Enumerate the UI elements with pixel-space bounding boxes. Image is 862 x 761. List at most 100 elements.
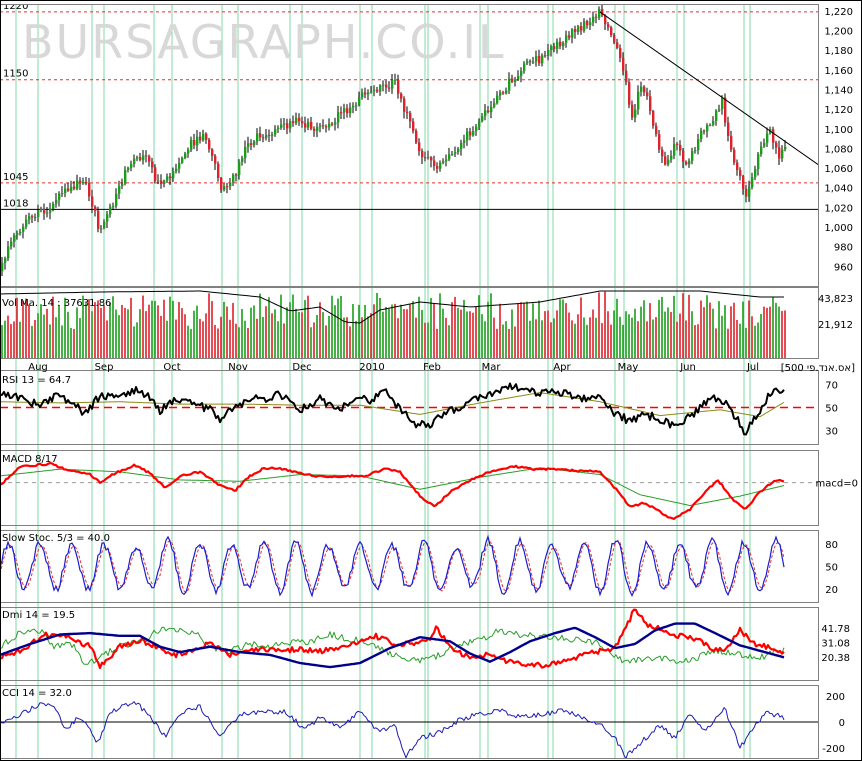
candle-body bbox=[370, 90, 373, 93]
volume-tick-label: 43,823 bbox=[818, 294, 853, 305]
candle-body bbox=[562, 42, 565, 47]
candle-body bbox=[76, 180, 79, 189]
volume-bar bbox=[517, 303, 519, 359]
candle-body bbox=[94, 206, 97, 211]
candle-body bbox=[139, 157, 142, 161]
volume-bar bbox=[445, 317, 447, 359]
candle-body bbox=[754, 169, 757, 178]
volume-bar bbox=[226, 306, 228, 359]
price-tick-label: 1,000 bbox=[824, 223, 853, 234]
volume-bar bbox=[160, 316, 162, 359]
volume-bar bbox=[373, 304, 375, 359]
panel-labels: 1,220 1,200 1,180 1,160 1,140 1,120 1,100 1,080… bbox=[2, 7, 858, 755]
candle-body bbox=[31, 216, 34, 218]
candle-body bbox=[385, 84, 388, 88]
candle-body bbox=[535, 55, 538, 62]
candle-body bbox=[331, 123, 334, 125]
candle-body bbox=[559, 41, 562, 47]
candle-body bbox=[253, 141, 256, 145]
volume-bar bbox=[601, 323, 603, 359]
candle-body bbox=[355, 105, 358, 107]
volume-bar bbox=[274, 309, 276, 359]
candle-body bbox=[727, 122, 730, 137]
volume-bar bbox=[496, 328, 498, 359]
candle-body bbox=[760, 146, 763, 155]
cci-line bbox=[0, 701, 785, 759]
volume-bar bbox=[172, 300, 174, 359]
x-axis-label: Jun bbox=[679, 362, 696, 373]
volume-bar bbox=[652, 319, 654, 359]
candle-body bbox=[484, 110, 487, 117]
vertical-grid bbox=[15, 4, 751, 759]
volume-bar bbox=[115, 309, 117, 359]
candle-body bbox=[664, 156, 667, 165]
volume-bar bbox=[544, 311, 546, 359]
candle-body bbox=[724, 97, 727, 123]
volume-bar bbox=[61, 325, 63, 359]
volume-bar bbox=[658, 299, 660, 359]
volume-bar bbox=[484, 321, 486, 359]
volume-bar bbox=[463, 299, 465, 359]
volume-bar bbox=[577, 314, 579, 359]
candle-body bbox=[568, 35, 571, 38]
candle-body bbox=[403, 98, 406, 112]
volume-bar bbox=[10, 324, 12, 359]
volume-bar bbox=[763, 306, 765, 359]
candle-body bbox=[142, 155, 145, 161]
volume-bar bbox=[346, 317, 348, 359]
candle-body bbox=[577, 26, 580, 32]
volume-bar bbox=[313, 322, 315, 359]
volume-bar bbox=[598, 292, 600, 359]
candle-body bbox=[40, 209, 43, 211]
macd-title: MACD 8/17 bbox=[2, 454, 58, 465]
volume-bar bbox=[289, 302, 291, 359]
candle-body bbox=[763, 142, 766, 147]
candle-body bbox=[685, 161, 688, 165]
candle-body bbox=[352, 105, 355, 108]
candle-body bbox=[514, 79, 517, 82]
volume-bar bbox=[283, 323, 285, 359]
volume-bar bbox=[406, 309, 408, 359]
candle-body bbox=[79, 180, 82, 184]
volume-bar bbox=[265, 306, 267, 359]
candle-body bbox=[463, 140, 466, 143]
volume-bar bbox=[589, 317, 591, 359]
ref-line-label-1045: 1045 bbox=[3, 172, 28, 183]
volume-bar bbox=[574, 323, 576, 359]
volume-bar bbox=[73, 328, 75, 359]
volume-bar bbox=[697, 324, 699, 359]
candle-body bbox=[421, 150, 424, 158]
candle-body bbox=[541, 55, 544, 64]
candle-body bbox=[52, 203, 55, 209]
volume-bar bbox=[457, 307, 459, 359]
candle-body bbox=[706, 125, 709, 132]
volume-bar bbox=[97, 300, 99, 359]
candle-body bbox=[736, 162, 739, 171]
candle-body bbox=[148, 156, 151, 162]
volume-bar bbox=[298, 311, 300, 359]
volume-bar bbox=[661, 296, 663, 359]
candle-body bbox=[478, 121, 481, 127]
candle-body bbox=[202, 133, 205, 141]
volume-bar bbox=[319, 302, 321, 359]
dmi-plus-line bbox=[0, 608, 785, 670]
candle-body bbox=[64, 188, 67, 193]
volume-bar bbox=[778, 306, 780, 359]
volume-bar bbox=[760, 313, 762, 359]
volume-bar bbox=[154, 300, 156, 359]
candle-body bbox=[571, 29, 574, 38]
candle-body bbox=[346, 108, 349, 114]
volume-bar bbox=[229, 319, 231, 359]
price-tick-label: 1,100 bbox=[824, 125, 853, 136]
candle-body bbox=[328, 123, 331, 128]
candle-body bbox=[643, 86, 646, 93]
candle-body bbox=[43, 209, 46, 214]
candle-body bbox=[157, 180, 160, 182]
candle-body bbox=[292, 121, 295, 123]
volume-bar bbox=[370, 313, 372, 359]
candle-body bbox=[124, 169, 127, 184]
candle-body bbox=[436, 166, 439, 169]
volume-bar bbox=[505, 321, 507, 359]
candle-body bbox=[190, 139, 193, 150]
volume-bar bbox=[139, 309, 141, 359]
